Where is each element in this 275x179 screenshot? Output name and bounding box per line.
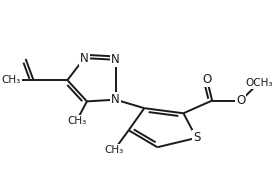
Text: CH₃: CH₃ xyxy=(67,116,86,126)
Text: CH₃: CH₃ xyxy=(2,75,21,85)
Text: O: O xyxy=(202,73,211,86)
Text: OCH₃: OCH₃ xyxy=(245,78,273,88)
Text: N: N xyxy=(111,93,120,106)
Text: O: O xyxy=(236,94,246,107)
Text: S: S xyxy=(193,131,200,144)
Text: CH₃: CH₃ xyxy=(105,145,124,155)
Text: N: N xyxy=(111,53,120,66)
Text: N: N xyxy=(80,52,89,65)
